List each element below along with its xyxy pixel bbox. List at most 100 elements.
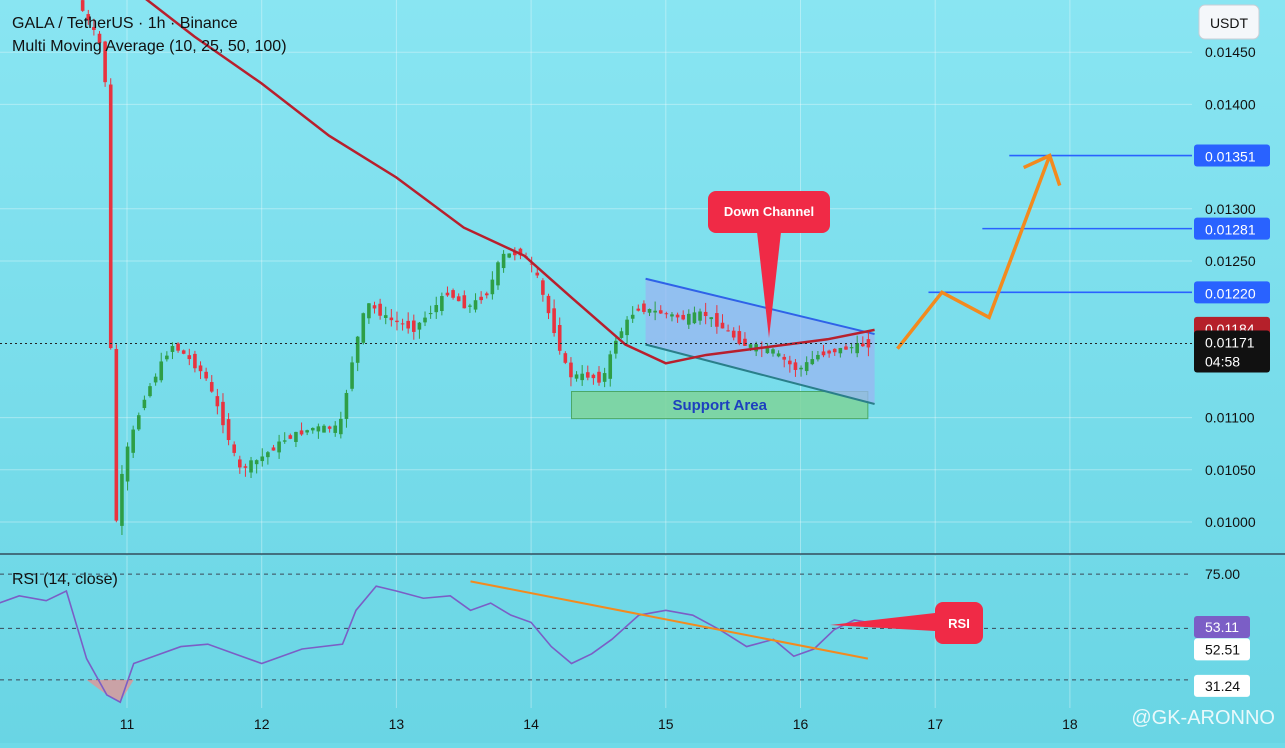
candle-body [630, 314, 635, 319]
candle-body [658, 310, 663, 314]
candle-body [748, 344, 753, 348]
candle-body [204, 371, 208, 379]
candle-body [501, 253, 506, 269]
time-axis: 11 12 13 14 15 16 17 18 [120, 716, 1078, 732]
down-channel-label: Down Channel [724, 204, 814, 219]
candle-body [333, 425, 338, 433]
candle-body [535, 272, 540, 276]
rsi-value-text: 53.11 [1205, 619, 1239, 635]
candle-body [103, 41, 107, 83]
moving-average-line [145, 0, 875, 365]
projection-arrow [896, 154, 1052, 350]
candle-body [827, 350, 831, 354]
candle-body [367, 303, 371, 319]
rsi-trendline [470, 580, 869, 660]
candle-body [608, 354, 613, 379]
support-area-label: Support Area [672, 397, 767, 414]
candle-body [316, 426, 321, 432]
candle-body [585, 372, 590, 378]
price-tick-label: 0.01300 [1205, 201, 1256, 217]
currency-label: USDT [1210, 15, 1249, 31]
candle-body [743, 338, 747, 346]
price-tick-label: 0.01400 [1205, 96, 1256, 112]
candle-body [860, 343, 865, 347]
chart-title: GALA / TetherUS · 1h · Binance [12, 15, 238, 32]
candle-body [176, 343, 180, 351]
down-channel-fill [645, 278, 875, 405]
candle-body [339, 418, 343, 435]
candle-body [181, 350, 186, 354]
rsi-legend: RSI (14, close) [12, 571, 118, 588]
candle-body [518, 248, 523, 256]
currency-button[interactable]: USDT [1198, 4, 1260, 40]
candle-body [619, 331, 624, 338]
date-tick-label: 16 [793, 716, 809, 732]
candle-body [715, 313, 719, 327]
candle-body [569, 362, 573, 378]
support-area-box [571, 391, 869, 420]
candle-body [507, 253, 512, 258]
candle-body [209, 382, 214, 392]
candle-body [687, 313, 691, 325]
candle-body [670, 314, 674, 317]
currency-button-box[interactable] [1198, 4, 1260, 40]
date-tick-label: 12 [254, 716, 270, 732]
badge-target-2-box [1194, 217, 1270, 240]
down-channel-callout: Down Channel [708, 191, 830, 338]
candle-body [664, 313, 669, 315]
candle-body [395, 320, 399, 323]
candle-body [406, 320, 410, 329]
candle-body [428, 313, 433, 315]
candle-body [383, 315, 388, 318]
candle-body [389, 317, 394, 321]
price-tick-label: 0.01000 [1205, 514, 1256, 530]
candle-body [136, 415, 141, 430]
candle-body [277, 441, 281, 453]
candle-body [782, 356, 787, 360]
candle-body [810, 359, 815, 365]
candle-body [434, 305, 439, 313]
candle-body [793, 362, 798, 370]
candle-body [625, 319, 629, 336]
candle-body [602, 373, 607, 382]
candle-body [821, 351, 826, 356]
candle-body [299, 430, 304, 435]
candle-body [765, 346, 770, 354]
watermark: @GK-ARONNO [1131, 707, 1275, 729]
candle-body [647, 308, 652, 313]
candle-body [226, 419, 231, 441]
candle-body [243, 466, 248, 468]
candle-body [159, 361, 164, 381]
candle-body [513, 251, 517, 256]
candle-body [866, 339, 871, 348]
candle-body [80, 0, 85, 11]
price-tick-label: 0.01050 [1205, 462, 1256, 478]
date-tick-label: 15 [658, 716, 674, 732]
candle-body [148, 386, 152, 397]
candle-body [440, 296, 444, 311]
date-tick-label: 13 [389, 716, 405, 732]
candle-body [574, 374, 579, 379]
badge-target-1-box [1194, 144, 1270, 167]
rsi-grid [0, 573, 1192, 681]
candle-body [378, 303, 382, 316]
candle-body [266, 452, 270, 458]
candle-body [423, 317, 427, 323]
candle-body [187, 355, 192, 360]
candle-body [294, 431, 298, 442]
candle-body [720, 322, 725, 329]
candle-body [552, 308, 556, 334]
candle-body [771, 349, 775, 354]
badge-last-price-text: 04:58 [1205, 353, 1240, 369]
candle-body [698, 311, 702, 321]
rsi-axis: 75.00 53.11 52.51 31.24 [1194, 566, 1250, 697]
grid-layer [0, 0, 1192, 708]
candle-body [816, 354, 820, 360]
candle-body [563, 353, 568, 363]
rsi-callout-box [935, 602, 983, 644]
candle-body [451, 290, 455, 298]
candle-body [445, 292, 450, 296]
candle-body [153, 376, 158, 383]
